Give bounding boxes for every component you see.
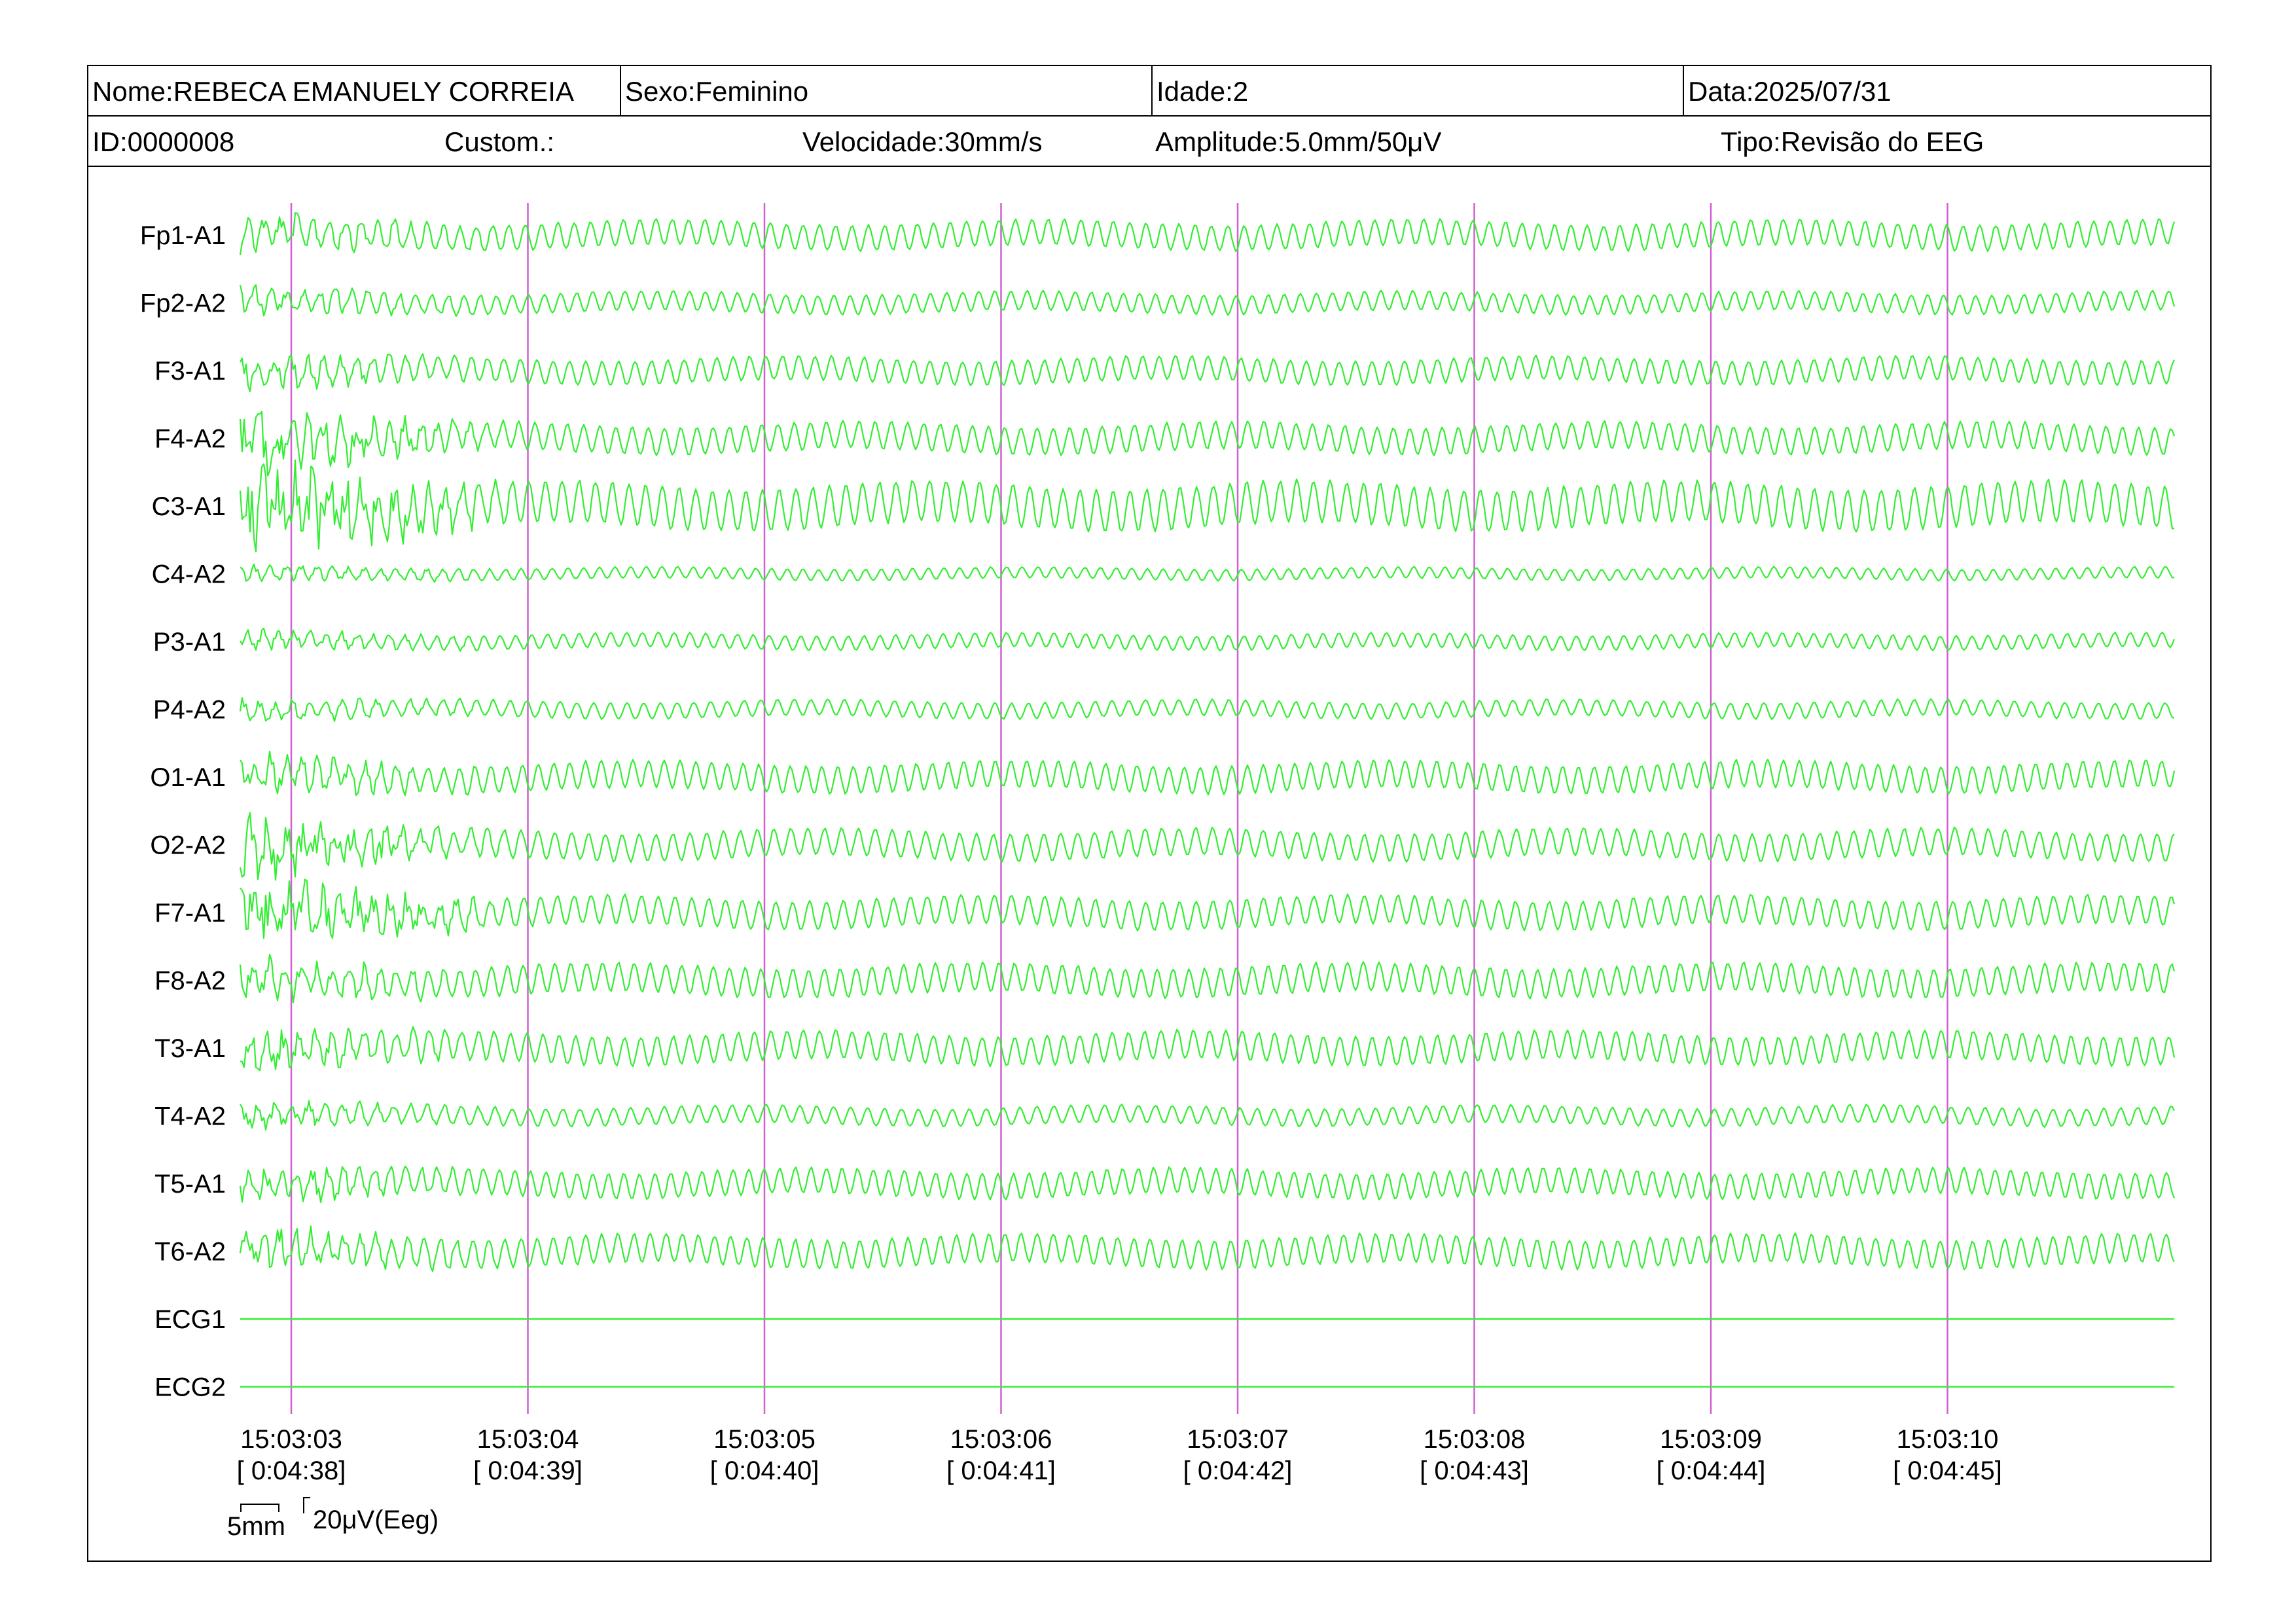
eeg-trace	[240, 1026, 2176, 1072]
patient-id: ID:0000008	[92, 126, 235, 157]
header-row-exam: ID:0000008 Custom.: Velocidade:30mm/s Am…	[88, 117, 2210, 167]
channel-label: ECG2	[154, 1373, 226, 1402]
channel-label: C3-A1	[152, 492, 226, 521]
eeg-trace	[239, 212, 2176, 255]
eeg-trace	[240, 1100, 2175, 1131]
time-elapsed-label: [ 0:04:41]	[946, 1456, 1056, 1485]
header-row-patient: Nome:REBECA EMANUELY CORREIA Sexo:Femini…	[88, 66, 2210, 117]
time-elapsed-label: [ 0:04:44]	[1657, 1456, 1766, 1485]
patient-age: Idade:2	[1151, 66, 1683, 115]
channel-label: ECG1	[154, 1305, 226, 1334]
eeg-trace	[239, 954, 2176, 1003]
patient-sex: Sexo:Feminino	[620, 66, 1151, 115]
eeg-trace	[239, 284, 2176, 317]
exam-date: Data:2025/07/31	[1683, 66, 2212, 115]
custom-field: Custom.:	[444, 126, 555, 157]
channel-label: F3-A1	[154, 357, 226, 386]
time-clock-label: 15:03:04	[477, 1425, 579, 1454]
review-type: Tipo:Revisão do EEG	[1721, 126, 1984, 157]
channel-label: P3-A1	[153, 628, 226, 657]
eeg-trace	[239, 410, 2176, 477]
time-clock-label: 15:03:08	[1424, 1425, 1526, 1454]
patient-name: Nome:REBECA EMANUELY CORREIA	[92, 76, 574, 107]
time-clock-label: 15:03:03	[240, 1425, 342, 1454]
eeg-trace	[239, 459, 2175, 552]
eeg-trace	[240, 564, 2175, 583]
time-elapsed-label: [ 0:04:40]	[710, 1456, 819, 1485]
channel-label: Fp1-A1	[140, 221, 226, 250]
channel-label: T4-A2	[154, 1102, 226, 1131]
channel-label: F7-A1	[154, 899, 226, 928]
time-clock-label: 15:03:07	[1187, 1425, 1289, 1454]
channel-label: O2-A2	[150, 831, 226, 860]
time-elapsed-label: [ 0:04:43]	[1420, 1456, 1529, 1485]
time-elapsed-label: [ 0:04:45]	[1893, 1456, 2002, 1485]
channel-label: P4-A2	[153, 696, 226, 725]
channel-label: T6-A2	[154, 1238, 226, 1267]
amp-scale-bracket	[303, 1497, 310, 1513]
eeg-trace	[240, 627, 2176, 652]
channel-label: T3-A1	[154, 1034, 226, 1063]
amplitude-setting: Amplitude:5.0mm/50μV	[1155, 126, 1442, 157]
time-clock-label: 15:03:09	[1660, 1425, 1762, 1454]
time-elapsed-label: [ 0:04:42]	[1183, 1456, 1293, 1485]
amp-scale-label: 20μV(Eeg)	[313, 1506, 439, 1534]
eeg-trace	[239, 1165, 2176, 1204]
speed-setting: Velocidade:30mm/s	[802, 126, 1043, 157]
eeg-report-frame: Nome:REBECA EMANUELY CORREIA Sexo:Femini…	[87, 65, 2212, 1562]
eeg-trace	[239, 697, 2175, 722]
time-elapsed-label: [ 0:04:38]	[237, 1456, 346, 1485]
eeg-trace	[239, 812, 2175, 881]
time-scale-bracket	[240, 1504, 279, 1512]
channel-label: O1-A1	[150, 763, 226, 792]
eeg-trace	[239, 1225, 2175, 1272]
time-elapsed-label: [ 0:04:39]	[473, 1456, 583, 1485]
eeg-trace	[240, 750, 2176, 797]
channel-label: T5-A1	[154, 1170, 226, 1199]
eeg-trace	[240, 878, 2176, 939]
channel-label: F4-A2	[154, 425, 226, 454]
channel-label: F8-A2	[154, 967, 226, 996]
eeg-trace	[240, 353, 2176, 393]
time-scale-label: 5mm	[227, 1512, 285, 1541]
time-clock-label: 15:03:05	[713, 1425, 816, 1454]
time-clock-label: 15:03:10	[1897, 1425, 1999, 1454]
channel-label: C4-A2	[152, 560, 226, 589]
channel-label: Fp2-A2	[140, 289, 226, 318]
time-clock-label: 15:03:06	[950, 1425, 1052, 1454]
